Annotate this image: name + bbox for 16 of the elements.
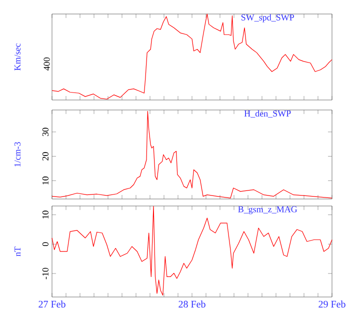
y-tick-label: 20 — [42, 152, 48, 160]
y-tick-label: -10 — [42, 268, 48, 280]
y-tick-label: 30 — [42, 128, 48, 136]
text: 400 — [44, 57, 50, 70]
y-axis-title: 1/cm-3 — [14, 142, 20, 166]
x-tick-label: 28 Feb — [178, 300, 206, 308]
chart-title: H_den_SWP — [244, 110, 291, 118]
y-axis-title: nT — [14, 246, 20, 256]
y-axis-title: Km/sec — [14, 44, 20, 70]
y-tick-label: 10 — [42, 210, 48, 219]
chart-title: B_gsm_z_MAG — [238, 206, 298, 214]
x-tick-label: 27 Feb — [38, 300, 66, 308]
y-tick-label: 10 — [42, 176, 48, 184]
y-tick-label: 0 — [42, 242, 48, 246]
chart-title: SW_spd_SWP — [241, 14, 294, 22]
x-tick-label: 29 Feb — [318, 300, 346, 308]
